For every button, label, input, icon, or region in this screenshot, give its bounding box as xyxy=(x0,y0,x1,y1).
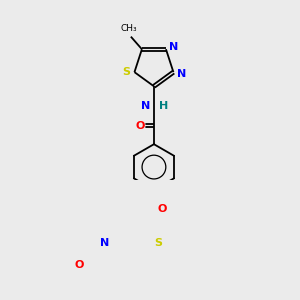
Text: N: N xyxy=(177,69,186,79)
Text: N: N xyxy=(169,42,178,52)
Text: O: O xyxy=(136,121,145,131)
Text: CH₃: CH₃ xyxy=(121,24,138,33)
Text: N: N xyxy=(100,238,109,248)
Text: S: S xyxy=(154,238,162,248)
Text: H: H xyxy=(160,101,169,111)
Text: O: O xyxy=(157,204,167,214)
Text: S: S xyxy=(122,67,130,77)
Text: N: N xyxy=(141,101,150,111)
Text: O: O xyxy=(74,260,83,270)
